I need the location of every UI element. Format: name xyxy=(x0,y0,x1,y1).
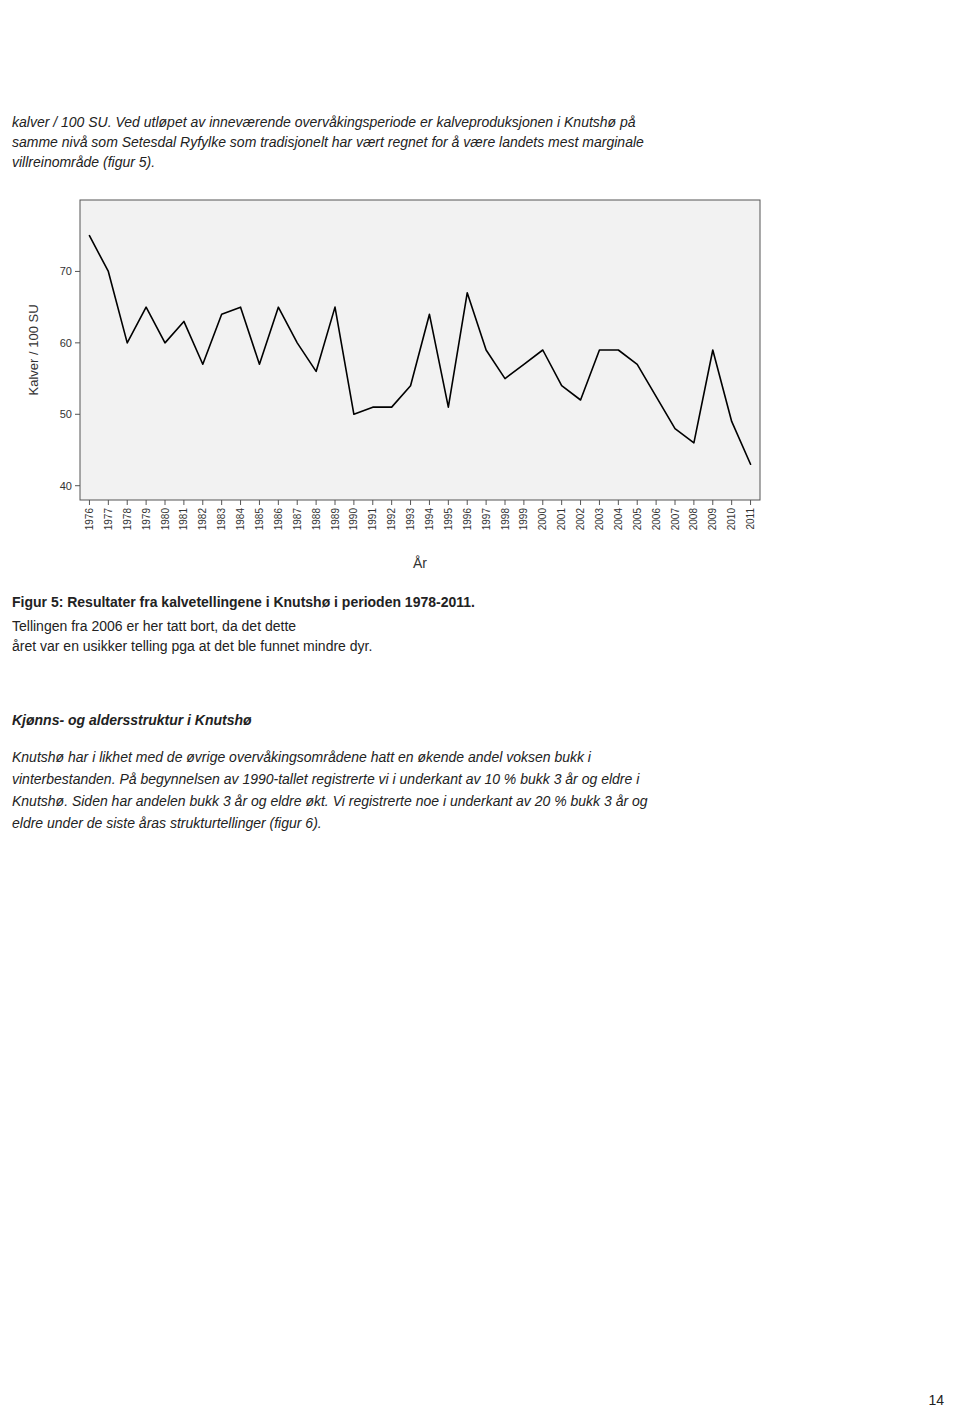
x-tick xyxy=(675,500,676,505)
x-tick xyxy=(486,500,487,505)
x-tick xyxy=(561,500,562,505)
x-tick-label: 2010 xyxy=(726,508,737,531)
body-text: Knutshø har i likhet med de øvrige overv… xyxy=(12,746,648,834)
chart: 40 50 60 70 1976 1977 1978 1979 1980 1981 1982 1983… xyxy=(0,185,960,585)
section-heading: Kjønns- og aldersstruktur i Knutshø xyxy=(12,710,252,730)
x-tick xyxy=(410,500,411,505)
y-axis-label: Kalver / 100 SU xyxy=(26,304,41,395)
data-line xyxy=(89,236,750,465)
x-tick-label: 2003 xyxy=(594,508,605,531)
x-tick xyxy=(542,500,543,505)
x-tick xyxy=(221,500,222,505)
x-tick-label: 1986 xyxy=(273,508,284,531)
x-tick-label: 1979 xyxy=(141,508,152,531)
x-tick xyxy=(429,500,430,505)
plot-area xyxy=(80,200,760,500)
x-tick-label: 2000 xyxy=(537,508,548,531)
x-tick-label: 1999 xyxy=(518,508,529,531)
x-tick-label: 1981 xyxy=(178,508,189,531)
x-tick-label: 2006 xyxy=(651,508,662,531)
x-tick-label: 1995 xyxy=(443,508,454,531)
x-tick xyxy=(637,500,638,505)
x-tick xyxy=(523,500,524,505)
x-tick-label: 1983 xyxy=(216,508,227,531)
x-tick-label: 1989 xyxy=(330,508,341,531)
x-tick-label: 1978 xyxy=(122,508,133,531)
x-tick xyxy=(391,500,392,505)
figure-caption: Tellingen fra 2006 er her tatt bort, da … xyxy=(12,616,372,656)
x-tick-label: 1985 xyxy=(254,508,265,531)
y-tick xyxy=(75,485,80,486)
x-tick xyxy=(183,500,184,505)
x-tick-label: 1996 xyxy=(462,508,473,531)
x-tick xyxy=(89,500,90,505)
x-tick xyxy=(448,500,449,505)
x-tick-label: 1993 xyxy=(405,508,416,531)
y-tick xyxy=(75,342,80,343)
x-tick xyxy=(599,500,600,505)
x-tick xyxy=(750,500,751,505)
x-tick-label: 1980 xyxy=(160,508,171,531)
x-tick-label: 2001 xyxy=(556,508,567,531)
x-tick xyxy=(316,500,317,505)
x-tick xyxy=(127,500,128,505)
x-tick-label: 2009 xyxy=(707,508,718,531)
x-tick-label: 2005 xyxy=(632,508,643,531)
x-tick-label: 1994 xyxy=(424,508,435,531)
x-tick xyxy=(467,500,468,505)
x-tick-label: 2002 xyxy=(575,508,586,531)
figure-caption-title: Figur 5: Resultater fra kalvetellingene … xyxy=(12,592,475,612)
x-tick xyxy=(505,500,506,505)
x-tick xyxy=(146,500,147,505)
x-tick-label: 1990 xyxy=(348,508,359,531)
y-tick-label: 70 xyxy=(60,265,72,277)
x-tick-label: 1988 xyxy=(311,508,322,531)
x-tick xyxy=(165,500,166,505)
x-axis-label: År xyxy=(413,555,427,571)
x-tick xyxy=(618,500,619,505)
x-tick-label: 1997 xyxy=(481,508,492,531)
x-tick xyxy=(108,500,109,505)
y-tick-label: 50 xyxy=(60,408,72,420)
x-tick-label: 1976 xyxy=(84,508,95,531)
x-tick-label: 1992 xyxy=(386,508,397,531)
x-tick-label: 2008 xyxy=(688,508,699,531)
x-tick xyxy=(353,500,354,505)
x-tick xyxy=(580,500,581,505)
x-tick-label: 2004 xyxy=(613,508,624,531)
y-tick-label: 60 xyxy=(60,337,72,349)
plot-frame xyxy=(80,200,760,500)
x-tick-label: 1977 xyxy=(103,508,114,531)
x-tick xyxy=(656,500,657,505)
x-tick-label: 1984 xyxy=(235,508,246,531)
x-tick-label: 1998 xyxy=(500,508,511,531)
x-tick xyxy=(278,500,279,505)
page-number: 14 xyxy=(928,1390,944,1410)
x-tick xyxy=(297,500,298,505)
y-tick-label: 40 xyxy=(60,480,72,492)
x-tick xyxy=(335,500,336,505)
x-tick xyxy=(712,500,713,505)
series-group xyxy=(89,236,750,465)
x-tick xyxy=(693,500,694,505)
x-tick xyxy=(259,500,260,505)
x-tick xyxy=(202,500,203,505)
x-tick-label: 2011 xyxy=(745,508,756,530)
y-tick xyxy=(75,414,80,415)
x-tick-label: 1991 xyxy=(367,508,378,531)
x-tick-label: 1982 xyxy=(197,508,208,531)
x-tick xyxy=(240,500,241,505)
y-tick xyxy=(75,271,80,272)
x-tick xyxy=(731,500,732,505)
x-tick-label: 2007 xyxy=(670,508,681,531)
x-tick-label: 1987 xyxy=(292,508,303,531)
x-tick xyxy=(372,500,373,505)
intro-text: kalver / 100 SU. Ved utløpet av innevære… xyxy=(12,112,644,172)
